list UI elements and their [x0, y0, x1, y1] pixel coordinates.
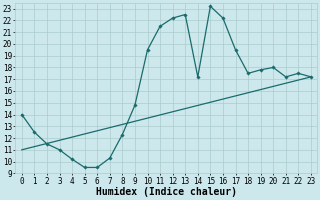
- X-axis label: Humidex (Indice chaleur): Humidex (Indice chaleur): [96, 187, 237, 197]
